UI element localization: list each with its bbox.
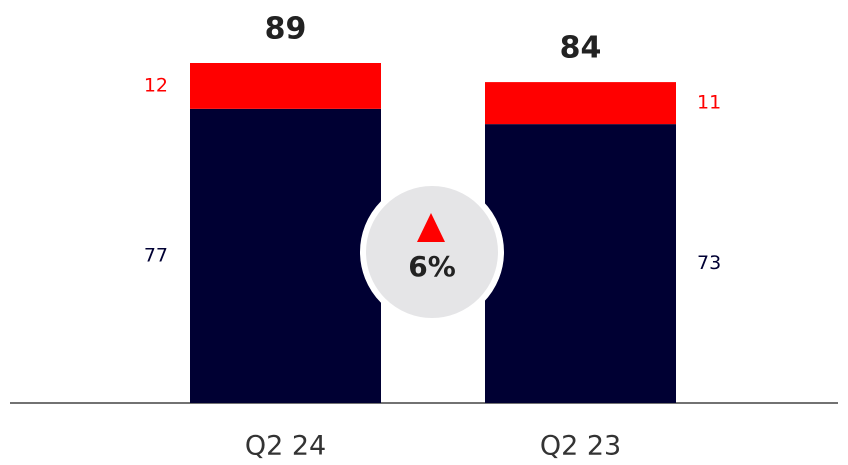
bar-segment: [190, 108, 381, 403]
segment-label: 77: [144, 244, 168, 266]
bar-segment: [485, 82, 676, 125]
segment-label: 11: [697, 92, 721, 114]
category-label: Q2 23: [540, 431, 621, 462]
category-label: Q2 24: [245, 431, 326, 462]
change-badge: [360, 180, 504, 324]
segment-label: 73: [697, 252, 721, 274]
total-label: 89: [265, 12, 307, 47]
change-label: 6%: [408, 250, 456, 283]
segment-label: 12: [144, 74, 168, 96]
up-arrow: [417, 213, 445, 242]
bar-segment: [190, 63, 381, 109]
total-label: 84: [560, 31, 602, 66]
bar-segment: [485, 124, 676, 403]
